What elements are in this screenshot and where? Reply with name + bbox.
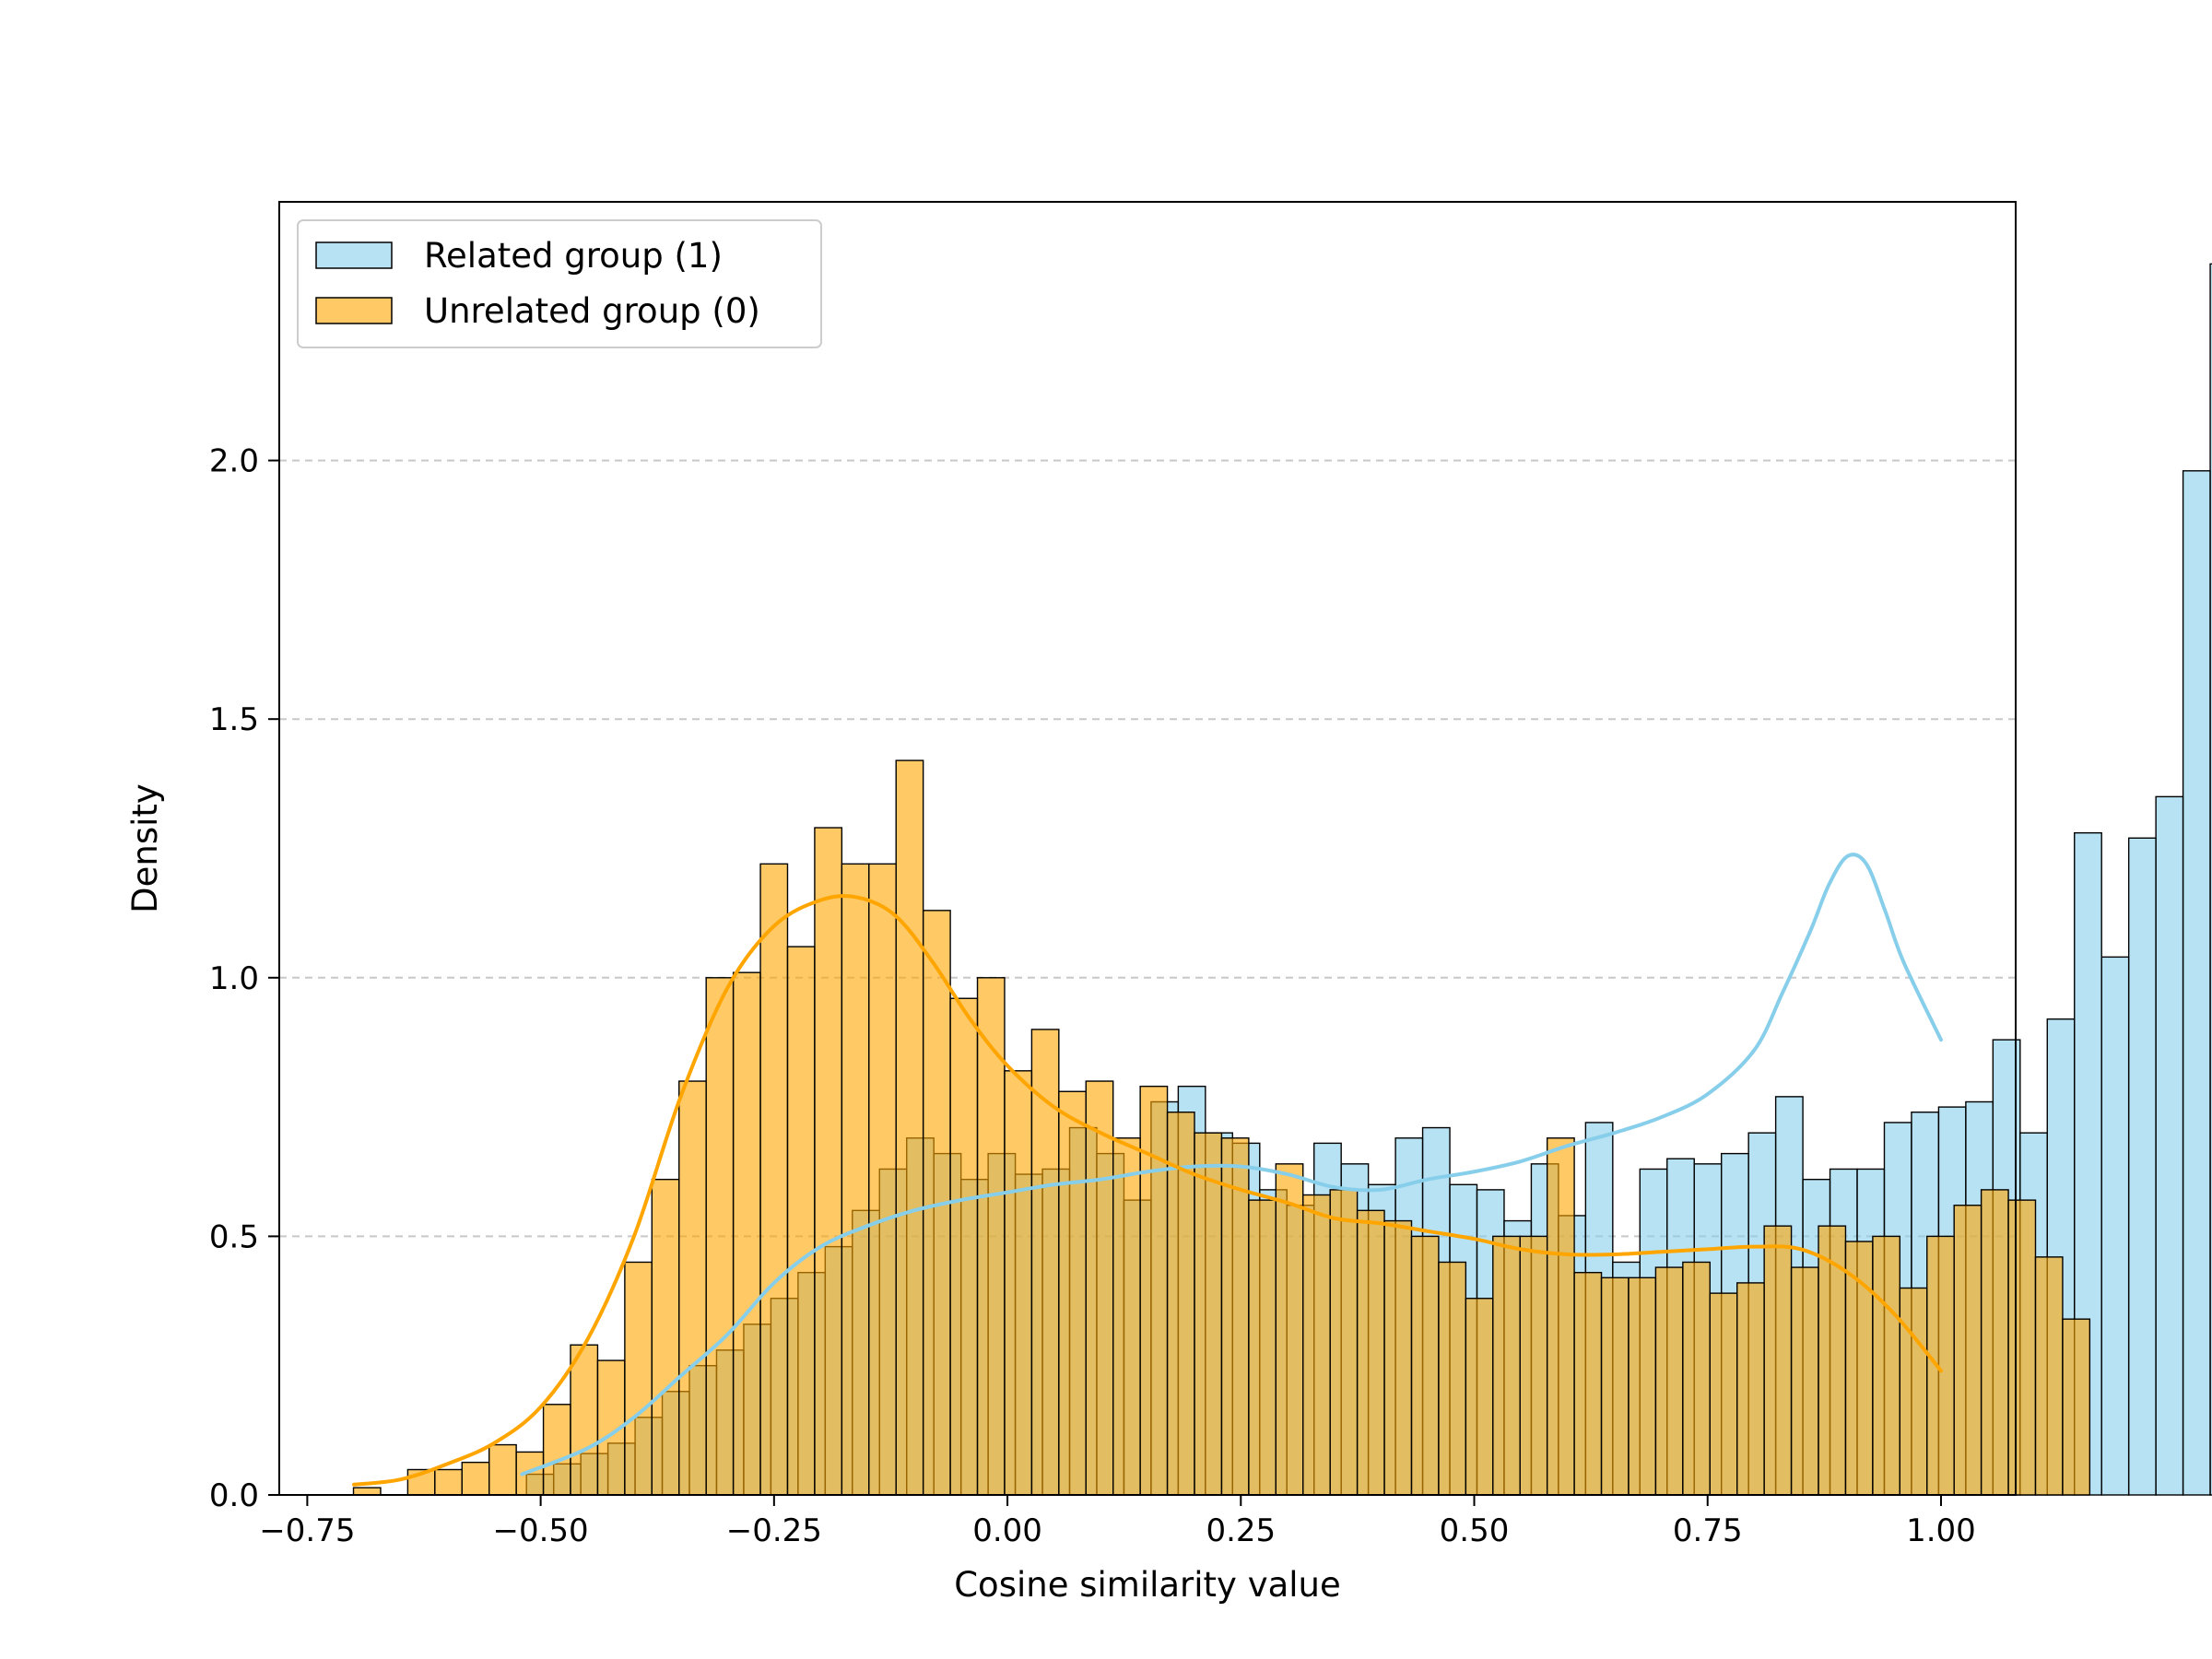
legend-swatch-unrelated <box>315 297 393 324</box>
unrelated-bar <box>1492 1235 1521 1496</box>
unrelated-bar <box>705 977 735 1496</box>
legend-label-related: Related group (1) <box>424 236 723 276</box>
unrelated-bar <box>1546 1137 1575 1496</box>
related-bar <box>2155 795 2184 1496</box>
unrelated-bar <box>1736 1282 1765 1496</box>
unrelated-bar <box>624 1261 653 1496</box>
unrelated-bar <box>1112 1137 1141 1496</box>
x-tick-label: 0.75 <box>1673 1512 1743 1549</box>
y-tick-label: 0.5 <box>209 1218 259 1255</box>
unrelated-bar <box>1465 1298 1494 1496</box>
unrelated-bar <box>814 827 843 1496</box>
unrelated-bar <box>1763 1225 1793 1496</box>
y-tick-label: 0.0 <box>209 1477 259 1514</box>
unrelated-bar <box>1302 1194 1331 1496</box>
unrelated-bar <box>1628 1277 1657 1496</box>
legend-frame <box>297 219 822 348</box>
unrelated-bar <box>1275 1163 1304 1496</box>
y-tick-label: 2.0 <box>209 443 259 480</box>
y-tick-label: 1.5 <box>209 701 259 738</box>
related-bar <box>2182 470 2211 1496</box>
unrelated-bar <box>1166 1112 1195 1496</box>
bars-series-1 <box>352 759 2091 1496</box>
x-tick-label: −0.25 <box>726 1512 822 1549</box>
unrelated-bar <box>1329 1189 1359 1496</box>
y-axis-label: Density <box>125 783 165 913</box>
unrelated-bar <box>1058 1090 1087 1496</box>
unrelated-bar <box>1220 1137 1250 1496</box>
y-axis-ticks: 0.0 0.5 1.0 1.5 2.0 <box>209 443 279 1514</box>
legend-label-unrelated: Unrelated group (0) <box>424 291 760 331</box>
unrelated-bar <box>1872 1235 1901 1496</box>
unrelated-bar <box>1383 1219 1413 1496</box>
legend-swatch-related <box>315 241 393 269</box>
unrelated-bar <box>2007 1199 2037 1496</box>
unrelated-bar <box>1818 1225 1847 1496</box>
unrelated-bar <box>651 1178 680 1496</box>
unrelated-bar <box>1438 1261 1467 1496</box>
x-tick-label: 0.50 <box>1440 1512 1510 1549</box>
unrelated-bar <box>1085 1080 1114 1496</box>
kde-curves <box>352 853 1943 1487</box>
unrelated-bar <box>1410 1235 1440 1496</box>
unrelated-bar <box>1682 1261 1711 1496</box>
related-bar <box>2209 263 2212 1496</box>
unrelated-bar <box>1926 1235 1955 1496</box>
unrelated-bar <box>759 863 789 1496</box>
unrelated-bar <box>1573 1271 1603 1496</box>
unrelated-bar <box>678 1080 707 1496</box>
y-tick-label: 1.0 <box>209 960 259 997</box>
unrelated-bar <box>1980 1189 2009 1496</box>
histogram-bars <box>352 263 2212 1496</box>
unrelated-bar <box>1654 1266 1684 1496</box>
unrelated-bar <box>542 1404 571 1496</box>
unrelated-bar <box>488 1443 517 1496</box>
unrelated-bar <box>895 759 924 1496</box>
plot-area-frame <box>278 201 2017 1496</box>
x-tick-label: 0.00 <box>972 1512 1042 1549</box>
related-bar <box>2127 837 2157 1496</box>
unrelated-bar <box>1709 1292 1738 1496</box>
x-tick-label: −0.75 <box>259 1512 355 1549</box>
legend: Related group (1) Unrelated group (0) <box>297 219 822 348</box>
unrelated-bar <box>786 946 816 1496</box>
unrelated-bar <box>2034 1256 2064 1496</box>
unrelated-bar <box>1953 1205 1983 1496</box>
unrelated-bar <box>434 1468 463 1496</box>
unrelated-bar <box>1356 1209 1385 1496</box>
x-tick-label: 0.25 <box>1206 1512 1276 1549</box>
unrelated-bar <box>352 1487 382 1496</box>
unrelated-bar <box>1790 1266 1819 1496</box>
unrelated-bar <box>841 863 870 1496</box>
related-kde-line <box>520 853 1943 1477</box>
unrelated-bar <box>732 971 761 1496</box>
unrelated-bar <box>1248 1199 1277 1496</box>
unrelated-bar <box>461 1461 490 1496</box>
x-tick-label: −0.50 <box>493 1512 589 1549</box>
unrelated-bar <box>1844 1241 1874 1496</box>
x-tick-label: 1.00 <box>1906 1512 1976 1549</box>
x-axis-label: Cosine similarity value <box>954 1565 1341 1605</box>
unrelated-kde-line <box>352 894 1943 1487</box>
related-bar <box>2100 956 2130 1496</box>
unrelated-bar <box>976 977 1006 1496</box>
x-axis-ticks: −0.75 −0.50 −0.25 0.00 0.25 0.50 0.75 1.00 <box>259 1495 1976 1549</box>
unrelated-bar <box>1004 1070 1033 1496</box>
unrelated-bar <box>1194 1132 1223 1496</box>
unrelated-bar <box>1139 1085 1169 1496</box>
unrelated-bar <box>949 997 979 1496</box>
unrelated-bar <box>2062 1318 2091 1496</box>
unrelated-bar <box>868 863 897 1496</box>
unrelated-bar <box>1600 1277 1630 1496</box>
unrelated-bar <box>1899 1287 1928 1496</box>
unrelated-bar <box>570 1344 599 1496</box>
unrelated-bar <box>1519 1235 1548 1496</box>
